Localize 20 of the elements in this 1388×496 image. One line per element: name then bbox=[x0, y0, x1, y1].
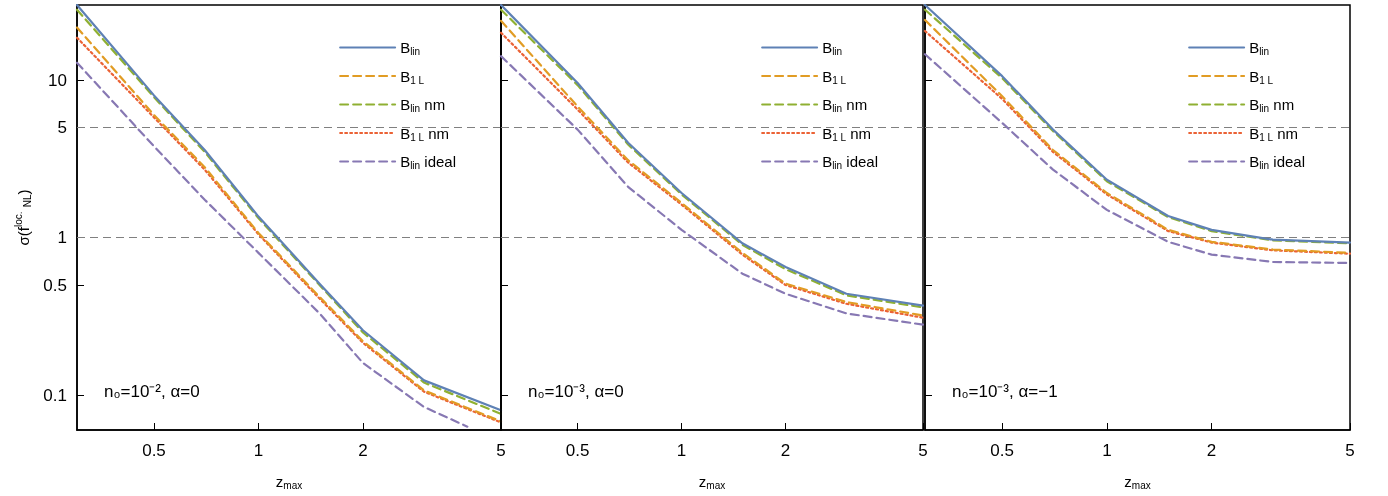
y-tick-label: 0.1 bbox=[43, 385, 67, 405]
x-tick-label: 0.5 bbox=[142, 441, 166, 460]
annotation: n₀=10⁻³, α=−1 bbox=[952, 382, 1058, 401]
x-tick-label: 2 bbox=[1206, 441, 1217, 460]
y-tick-label: 1 bbox=[57, 228, 67, 248]
x-tick-label: 1 bbox=[253, 441, 264, 460]
x-tick-label: 1 bbox=[1102, 441, 1112, 460]
annotation: n₀=10⁻³, α=0 bbox=[528, 382, 624, 401]
x-tick-label: 0.5 bbox=[565, 441, 590, 460]
x-tick-label: 5 bbox=[1345, 441, 1355, 460]
x-tick-label: 2 bbox=[358, 441, 368, 460]
x-tick-label: 1 bbox=[676, 441, 687, 460]
annotation: n₀=10⁻², α=0 bbox=[104, 382, 200, 401]
y-tick-label: 0.5 bbox=[43, 275, 67, 295]
x-tick-label: 0.5 bbox=[990, 441, 1014, 460]
x-tick-label: 2 bbox=[780, 441, 791, 460]
x-tick-label: 5 bbox=[496, 441, 506, 460]
x-tick-label: 5 bbox=[918, 441, 928, 460]
y-tick-label: 10 bbox=[48, 70, 67, 90]
y-tick-label: 5 bbox=[57, 118, 67, 138]
